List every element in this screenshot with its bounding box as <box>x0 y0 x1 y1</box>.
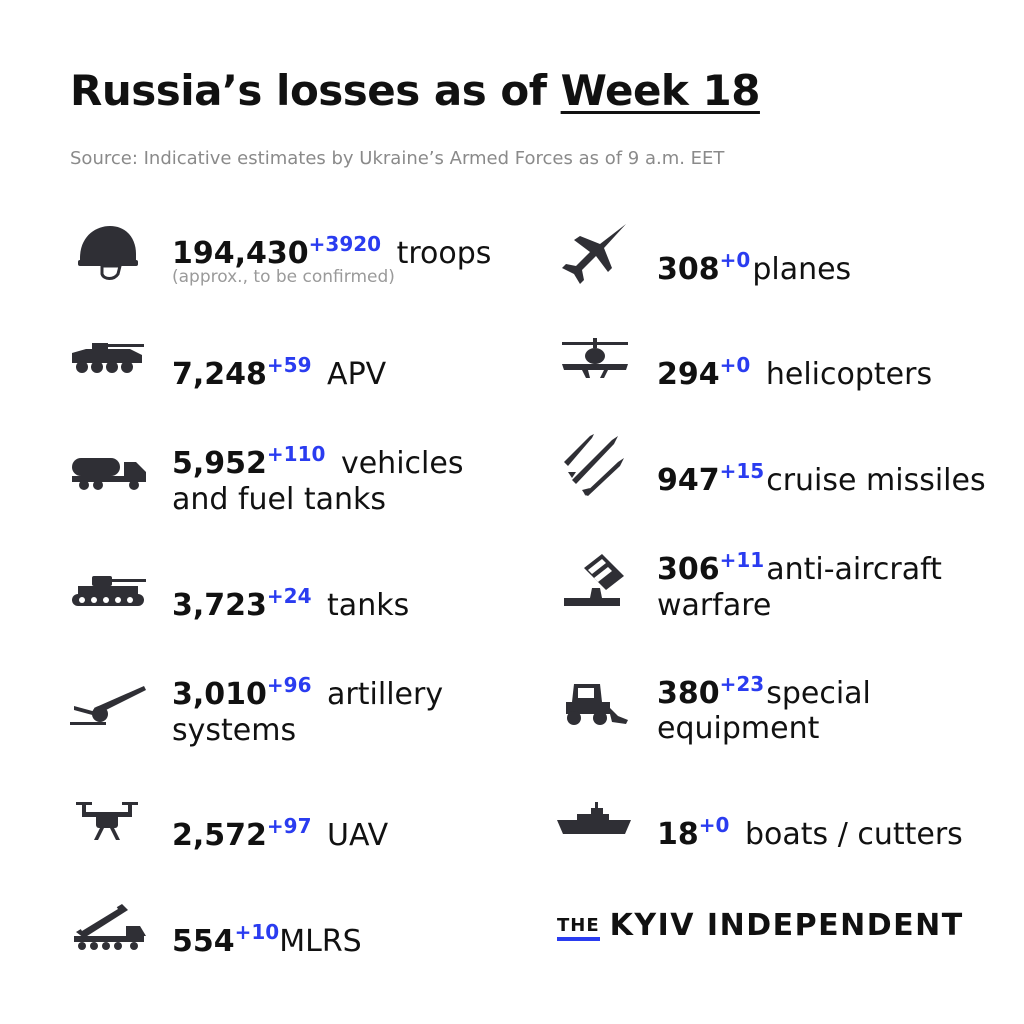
troops-delta: +3920 <box>308 232 382 256</box>
planes-delta: +0 <box>719 248 751 272</box>
logo-the: THE <box>557 915 600 941</box>
fuel-truck-icon <box>72 458 146 490</box>
page-title: Russia’s losses as of Week 18 <box>70 66 760 115</box>
troops-label: troops <box>396 236 492 271</box>
artillery-delta: +96 <box>266 673 312 697</box>
uav-label: UAV <box>327 818 389 853</box>
tank-icon <box>72 576 146 606</box>
artillery-icon <box>70 686 146 725</box>
vehicles-label: vehicles <box>340 446 464 481</box>
troops-value: 194,430 <box>172 236 309 271</box>
anti-aircraft-delta: +11 <box>719 548 765 572</box>
kyiv-independent-logo: THE KYIV INDEPENDENT <box>557 908 964 943</box>
planes-value: 308 <box>657 252 720 287</box>
helicopter-icon <box>562 338 628 378</box>
boats-delta: +0 <box>698 813 730 837</box>
loader-icon <box>566 684 628 725</box>
planes-label: planes <box>752 252 852 287</box>
mlrs-label: MLRS <box>279 924 362 959</box>
special-equipment-label: special <box>766 676 871 711</box>
helicopters-delta: +0 <box>719 353 751 377</box>
drone-icon <box>76 802 138 840</box>
mlrs-value: 554 <box>172 924 235 959</box>
anti-aircraft-label: anti-aircraft <box>766 552 942 587</box>
tanks-value: 3,723 <box>172 588 267 623</box>
artillery-label-line2: systems <box>172 713 297 748</box>
apv-label: APV <box>327 357 387 392</box>
special-equipment-label-line2: equipment <box>657 711 820 746</box>
tanks-label: tanks <box>327 588 410 623</box>
source-note: Source: Indicative estimates by Ukraine’… <box>70 148 725 169</box>
helicopters-label: helicopters <box>765 357 933 392</box>
artillery-value: 3,010 <box>172 677 267 712</box>
title-week: Week 18 <box>560 66 761 115</box>
boats-label: boats / cutters <box>744 817 963 852</box>
missile-icon <box>564 434 624 496</box>
apv-icon <box>72 343 144 373</box>
troops-note: (approx., to be confirmed) <box>172 267 395 287</box>
special-equipment-value: 380 <box>657 676 720 711</box>
uav-value: 2,572 <box>172 818 267 853</box>
jet-icon <box>562 224 626 284</box>
tanks-delta: +24 <box>266 584 312 608</box>
apv-delta: +59 <box>266 353 312 377</box>
title-prefix: Russia’s losses as of <box>70 66 547 115</box>
vehicles-delta: +110 <box>266 442 326 466</box>
vehicles-value: 5,952 <box>172 446 267 481</box>
boats-value: 18 <box>657 817 699 852</box>
vehicles-label-line2: and fuel tanks <box>172 482 387 517</box>
helmet-icon <box>78 226 138 280</box>
helicopters-value: 294 <box>657 357 720 392</box>
ship-icon <box>557 802 631 834</box>
cruise-missiles-value: 947 <box>657 463 720 498</box>
uav-delta: +97 <box>266 814 312 838</box>
mlrs-delta: +10 <box>234 920 280 944</box>
logo-name: KYIV INDEPENDENT <box>609 908 964 943</box>
cruise-missiles-delta: +15 <box>719 459 765 483</box>
mlrs-icon <box>74 904 146 950</box>
special-equipment-delta: +23 <box>719 672 765 696</box>
artillery-label: artillery <box>327 677 444 712</box>
apv-value: 7,248 <box>172 357 267 392</box>
anti-aircraft-value: 306 <box>657 552 720 587</box>
anti-aircraft-icon <box>564 554 624 606</box>
anti-aircraft-label-line2: warfare <box>657 588 772 623</box>
cruise-missiles-label: cruise missiles <box>766 463 986 498</box>
